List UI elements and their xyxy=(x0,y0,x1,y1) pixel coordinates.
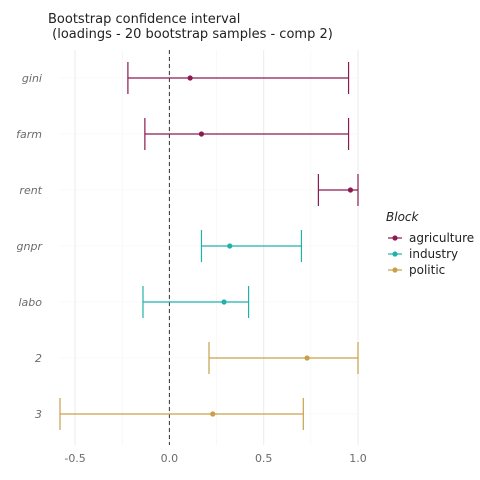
x-tick-label: 1.0 xyxy=(349,452,367,465)
legend: Block agriculture industry politic xyxy=(386,210,474,277)
error-bar-2 xyxy=(208,342,359,374)
error-bar-gnpr xyxy=(200,230,303,262)
legend-label-politic: politic xyxy=(409,263,445,277)
x-tick-labels: -0.5 0.0 0.5 1.0 xyxy=(64,452,366,465)
estimate-point-gini xyxy=(187,75,193,81)
y-tick-gnpr: gnpr xyxy=(17,240,44,253)
error-bars xyxy=(59,62,359,430)
legend-point-politic xyxy=(392,267,398,273)
chart-title-line2: (loadings - 20 bootstrap samples - comp … xyxy=(48,27,333,42)
error-bar-labo xyxy=(142,286,250,318)
legend-point-industry xyxy=(392,251,398,257)
estimate-point-rent xyxy=(347,187,354,193)
x-tick-label: 0.0 xyxy=(161,452,179,465)
estimate-point-labo xyxy=(221,299,227,305)
legend-entry-politic: politic xyxy=(388,263,445,277)
chart-title-line1: Bootstrap confidence interval xyxy=(48,12,240,27)
error-bar-gini xyxy=(127,62,350,94)
estimate-point-gnpr xyxy=(227,243,233,249)
legend-entry-agriculture: agriculture xyxy=(388,231,474,245)
legend-title: Block xyxy=(386,210,420,224)
x-tick-label: -0.5 xyxy=(64,452,85,465)
legend-entry-industry: industry xyxy=(388,247,458,261)
legend-point-agriculture xyxy=(392,235,398,241)
estimate-point-farm xyxy=(198,131,205,137)
y-tick-rent: rent xyxy=(19,184,42,197)
y-tick-labo: labo xyxy=(18,296,42,309)
y-tick-labels: gini farm rent gnpr labo 2 3 xyxy=(16,72,43,421)
y-tick-gini: gini xyxy=(22,72,42,85)
error-bar-rent xyxy=(317,174,359,206)
legend-label-industry: industry xyxy=(409,247,458,261)
estimate-point-3 xyxy=(210,411,216,417)
y-tick-2: 2 xyxy=(35,352,42,365)
y-tick-farm: farm xyxy=(16,128,42,141)
x-tick-label: 0.5 xyxy=(255,452,273,465)
gridlines xyxy=(60,50,359,445)
error-bar-farm xyxy=(144,118,350,150)
error-bar-3 xyxy=(59,398,304,430)
y-tick-3: 3 xyxy=(35,408,42,421)
legend-label-agriculture: agriculture xyxy=(409,231,474,245)
estimate-point-2 xyxy=(304,355,310,361)
